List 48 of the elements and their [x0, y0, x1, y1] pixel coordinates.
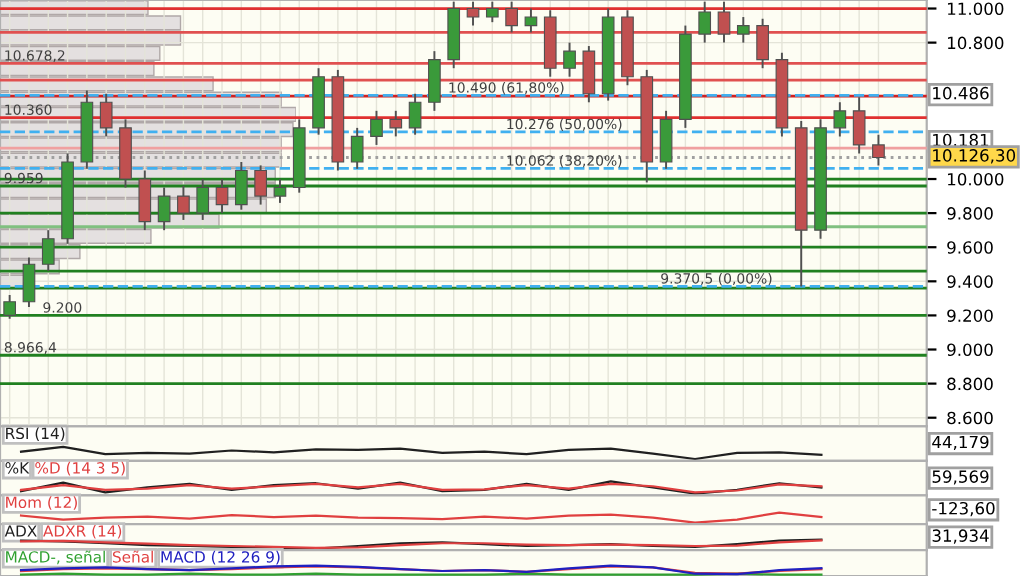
candlestick [872, 133, 885, 167]
candlestick [852, 96, 866, 155]
candlestick [505, 0, 518, 34]
candlestick [99, 92, 113, 138]
candlestick [466, 0, 480, 27]
candlestick [756, 17, 769, 70]
candlestick [659, 109, 673, 170]
text: 10.181 [933, 133, 989, 147]
candlestick [41, 229, 55, 273]
candlestick [157, 186, 171, 232]
candlestick [698, 0, 712, 44]
candlestick [138, 169, 152, 232]
y-tick-label: 9.800 [947, 207, 993, 220]
candlestick [717, 0, 731, 44]
candlestick [177, 184, 190, 221]
y-tick-label: 9.000 [947, 343, 993, 357]
text: 31,934 [932, 529, 989, 544]
candlestick [370, 109, 383, 146]
text: 44,179 [932, 435, 989, 451]
candlestick [389, 109, 403, 138]
candlestick [485, 0, 499, 24]
y-tick-label: 9.600 [947, 241, 993, 254]
candlestick [22, 256, 36, 308]
candlestick [428, 50, 441, 112]
candlestick [350, 126, 364, 170]
y-tick-label: 8.600 [947, 411, 993, 425]
text: 10.486 [933, 86, 989, 100]
candlestick [254, 164, 267, 206]
y-tick-label: 9.400 [947, 275, 993, 288]
candlestick [408, 92, 422, 136]
candlestick [524, 7, 538, 34]
y-tick-label: 8.800 [947, 377, 993, 391]
text: 59,569 [932, 470, 989, 485]
text: 10.126,30 [933, 149, 1016, 164]
y-tick-label: 9.200 [947, 309, 993, 322]
candlestick [234, 161, 248, 211]
y-tick-label: 11.000 [948, 2, 1004, 16]
candlestick [196, 178, 210, 221]
text: -123,60 [932, 501, 995, 517]
candlestick [3, 293, 17, 320]
candlestick [582, 45, 596, 104]
y-tick-label: 10.000 [948, 172, 1004, 186]
candlestick [736, 16, 750, 44]
y-tick-label: 10.800 [948, 36, 1004, 50]
candlestick [273, 178, 287, 204]
candlestick [833, 101, 847, 138]
candlestick [563, 41, 576, 78]
candlestick [215, 178, 229, 215]
